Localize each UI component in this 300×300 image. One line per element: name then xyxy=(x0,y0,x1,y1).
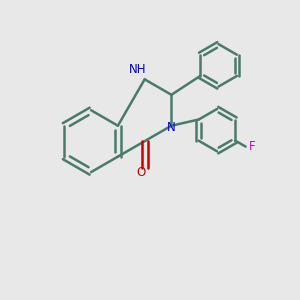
Text: F: F xyxy=(249,140,255,153)
Text: N: N xyxy=(167,121,176,134)
Text: NH: NH xyxy=(128,63,146,76)
Text: O: O xyxy=(136,166,146,178)
